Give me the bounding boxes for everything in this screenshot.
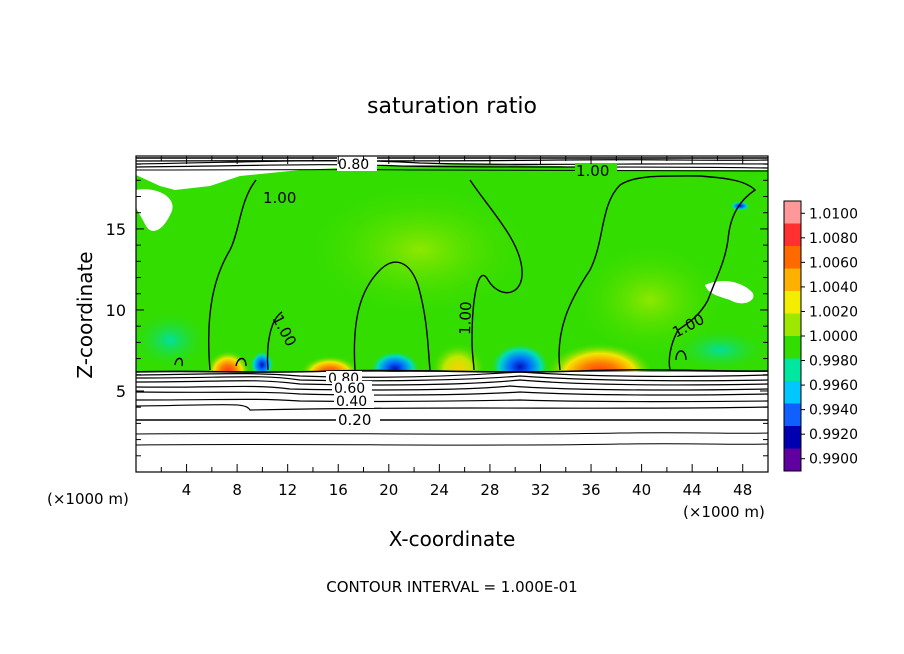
x-unit-note: (×1000 m) [47,490,129,508]
lime-region-right [570,240,730,360]
y-tick-label: 15 [106,220,126,239]
cyan-region-left [136,310,210,370]
contour-label: 0.20 [338,411,371,429]
colorbar-swatch [784,336,801,359]
colorbar-swatch [784,268,801,292]
contour-1.00-c [353,261,431,371]
x-tick-label: 48 [733,481,752,499]
colorbar-label: 0.9960 [809,378,858,394]
colorbar-swatch [784,358,801,382]
y-tick-label: 5 [116,382,126,401]
colorbar-swatch [784,448,801,472]
colorbar-swatch [784,246,801,269]
x-tick-label: 20 [379,481,398,499]
colorbar-label: 0.9980 [809,354,858,370]
colorbar-label: 0.9920 [809,427,858,443]
plot-frame [135,155,769,473]
y-axis: 5 10 15 [106,163,768,457]
contour-1.00-g [174,357,184,367]
y-tick-label: 10 [106,301,126,320]
x-tick-label: 16 [329,481,348,499]
unsaturated-right-pocket [705,280,754,304]
contour-1.00-b [266,311,283,371]
contour-1.00-f [668,239,729,371]
contour-1.00-i [675,350,687,361]
contour-band-5 [136,404,768,411]
colorbar-swatch [784,201,801,224]
x-tick-label: 44 [683,481,702,499]
contour-top-5 [136,169,768,172]
colorbar-label: 1.0040 [809,280,858,296]
colorbar-label: 1.0100 [809,206,858,222]
contour-band-3 [136,379,768,386]
y-axis-title: Z-coordinate [73,251,97,378]
contour-band-6 [136,432,768,435]
chart-title: saturation ratio [367,94,537,119]
x-tick-label: 40 [632,481,651,499]
colorbar-label: 1.0020 [809,304,858,320]
colorbar: 1.0100 1.0080 1.0060 1.0040 1.0020 1.0000 0.99… [783,200,858,472]
x-tick-label: 36 [581,481,600,499]
contour-1.00-a [208,179,257,371]
contour-band-7 [136,443,768,446]
x-tick-label: 24 [430,481,449,499]
contour-0.60 [136,385,768,391]
colorbar-swatch [784,426,801,449]
x-axis-title: X-coordinate [389,527,516,551]
contour-band-1 [136,369,768,373]
colorbar-label: 1.0080 [809,231,858,247]
contour-1.00-d [469,179,523,371]
colorbar-swatch [784,223,801,247]
contour-top-4 [136,164,768,169]
contour-1.00-h [235,357,247,367]
x-axis: 4 8 12 16 20 24 28 32 36 40 44 48 [160,156,752,499]
contour-band-4 [136,391,768,396]
x-unit-note-right: (×1000 m) [683,503,765,521]
contour-label: 0.60 [334,381,365,397]
x-tick-label: 12 [278,481,297,499]
x-tick-label: 32 [531,481,550,499]
contour-interval-note: CONTOUR INTERVAL = 1.000E-01 [326,578,577,596]
x-tick-label: 4 [182,481,192,499]
contour-label: 1.00 [576,162,609,180]
contour-label: 0.80 [338,157,369,173]
colorbar-label: 1.0060 [809,255,858,271]
unsaturated-left-pocket [136,189,173,231]
contour-label: 0.40 [336,394,367,410]
contour-0.40 [136,398,768,403]
lime-region [300,180,540,320]
contour-0.80 [136,375,768,382]
colorbar-label: 0.9940 [809,403,858,419]
colorbar-swatch [784,313,801,337]
plot-area [136,156,768,472]
x-tick-label: 28 [480,481,499,499]
contour-top-3 [136,159,768,165]
contour-1.00-e [558,175,757,371]
colorbar-swatch [784,381,801,404]
contour-lines [136,157,768,446]
colorbar-swatch [784,291,801,314]
colorbar-label: 1.0000 [809,329,858,345]
contour-label: 1.00 [456,301,475,335]
colorbar-swatch [784,403,801,427]
contour-top-2 [136,159,768,162]
colorbar-label: 0.9900 [809,452,858,468]
x-tick-label: 8 [232,481,242,499]
contour-band-2 [136,371,768,378]
contour-label: 1.00 [263,189,296,207]
cyan-region-right [670,328,768,372]
